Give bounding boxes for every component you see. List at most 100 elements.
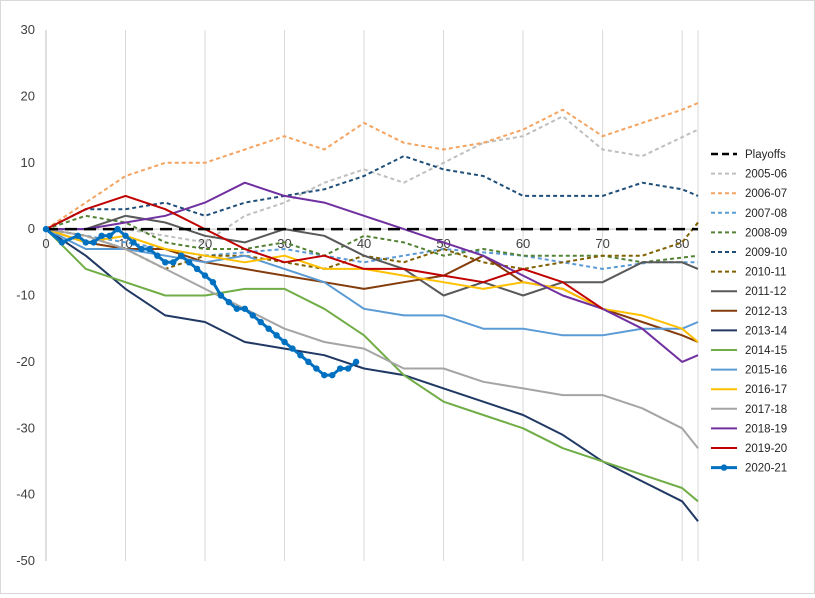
legend-entry-2009-10: 2009-10	[711, 247, 787, 259]
legend-label-2012-13: 2012-13	[745, 306, 787, 318]
y-tick-label: -30	[16, 420, 35, 435]
data-point-2020-21	[225, 298, 233, 306]
data-point-2020-21	[273, 332, 280, 339]
data-point-2020-21	[305, 358, 312, 366]
legend-label-2007-08: 2007-08	[745, 208, 787, 220]
legend-label-2018-19: 2018-19	[745, 423, 787, 435]
data-point-2020-21	[114, 225, 121, 233]
data-point-2020-21	[344, 365, 352, 372]
legend-label-2006-07: 2006-07	[745, 188, 787, 200]
legend-label-2013-14: 2013-14	[745, 325, 788, 337]
legend-marker-2020-21	[720, 464, 728, 471]
series-line-2006-07	[45, 102, 699, 230]
legend-entry-2006-07: 2006-07	[711, 188, 787, 200]
data-point-2020-21	[289, 345, 296, 352]
legend-entry-2020-21: 2020-21	[711, 463, 787, 475]
legend-entry-2012-13: 2012-13	[711, 306, 787, 318]
legend-entry-2017-18: 2017-18	[711, 404, 787, 416]
series-line-2016-17	[45, 228, 699, 343]
y-tick-label: 0	[28, 221, 35, 236]
data-point-2020-21	[193, 265, 201, 273]
series-line-2011-12	[46, 214, 699, 297]
data-point-2020-21	[58, 239, 66, 246]
x-tick-label: 70	[595, 236, 609, 251]
data-point-2020-21	[146, 245, 153, 253]
legend-entry-2005-06: 2005-06	[711, 169, 787, 181]
series-line-2013-14	[45, 228, 699, 522]
y-tick-label: 20	[21, 88, 35, 103]
grid-lines	[125, 30, 699, 561]
data-point-2020-21	[170, 259, 177, 266]
data-point-2020-21	[138, 245, 145, 253]
legend-entry-2014-15: 2014-15	[711, 345, 787, 357]
x-tick-label: 50	[436, 236, 450, 251]
data-point-2020-21	[329, 371, 336, 379]
data-point-2020-21	[130, 239, 137, 246]
y-tick-label: -10	[16, 288, 35, 303]
data-point-2020-21	[90, 239, 97, 246]
legend-label-2011-12: 2011-12	[745, 286, 786, 298]
series-lines	[42, 102, 699, 522]
legend-entry-2011-12: 2011-12	[711, 286, 786, 298]
y-tick-label: -20	[16, 354, 35, 369]
x-tick-label: 40	[357, 236, 371, 251]
legend-entry-2016-17: 2016-17	[711, 384, 787, 396]
data-point-2020-21	[281, 338, 288, 346]
legend-label-2010-11: 2010-11	[745, 267, 786, 279]
data-point-2020-21	[106, 232, 113, 239]
data-point-2020-21	[162, 259, 169, 266]
legend: Playoffs 2005-06 2006-07 2007-08 2008-09 2009…	[711, 149, 788, 475]
data-point-2020-21	[201, 272, 209, 279]
data-point-2020-21	[336, 365, 344, 372]
data-point-2020-21	[42, 225, 50, 233]
series-line-2018-19	[46, 181, 699, 363]
data-point-2020-21	[82, 239, 89, 246]
data-point-2020-21	[257, 318, 264, 326]
y-tick-label: -40	[16, 487, 35, 502]
x-tick-label: 0	[42, 236, 49, 251]
legend-label-2016-17: 2016-17	[745, 384, 787, 396]
data-point-2020-21	[185, 259, 193, 266]
y-tick-label: -50	[16, 553, 35, 568]
legend-label-playoffs: Playoffs	[745, 149, 786, 161]
data-point-2020-21	[265, 325, 272, 332]
y-tick-label: 30	[21, 22, 35, 37]
data-point-2020-21	[241, 305, 248, 312]
data-point-2020-21	[297, 352, 304, 359]
data-point-2020-21	[209, 279, 217, 286]
data-point-2020-21	[249, 312, 256, 319]
legend-entry-2019-20: 2019-20	[711, 443, 787, 455]
series-line-2005-06	[46, 115, 699, 244]
x-tick-label: 60	[516, 236, 530, 251]
legend-entry-2008-09: 2008-09	[711, 227, 787, 239]
x-tick-label: 80	[675, 236, 689, 251]
series-line-2019-20	[45, 194, 604, 310]
series-line-2017-18	[45, 228, 699, 449]
data-point-2020-21	[313, 365, 320, 372]
series-line-2008-09	[45, 214, 699, 264]
legend-entry-2007-08: 2007-08	[711, 208, 787, 220]
data-point-2020-21	[352, 358, 360, 366]
legend-entry-2018-19: 2018-19	[711, 423, 787, 435]
series-line-2009-10	[45, 155, 699, 230]
legend-label-2020-21: 2020-21	[745, 463, 787, 475]
legend-label-2008-09: 2008-09	[745, 227, 787, 239]
legend-entry-2015-16: 2015-16	[711, 365, 787, 377]
legend-label-2019-20: 2019-20	[745, 443, 787, 455]
data-point-2020-21	[233, 305, 241, 312]
data-point-2020-21	[74, 232, 82, 239]
legend-label-2017-18: 2017-18	[745, 404, 787, 416]
legend-label-2005-06: 2005-06	[745, 169, 787, 181]
legend-entry-2013-14: 2013-14	[711, 325, 788, 337]
legend-label-2014-15: 2014-15	[745, 345, 787, 357]
data-point-2020-21	[177, 252, 185, 259]
data-point-2020-21	[217, 292, 225, 299]
series-line-2014-15	[45, 228, 699, 503]
legend-entry-playoffs: Playoffs	[711, 149, 786, 161]
data-point-2020-21	[321, 371, 328, 379]
x-tick-label: 30	[277, 236, 291, 251]
data-point-2020-21	[98, 232, 105, 239]
data-point-2020-21	[122, 232, 129, 239]
